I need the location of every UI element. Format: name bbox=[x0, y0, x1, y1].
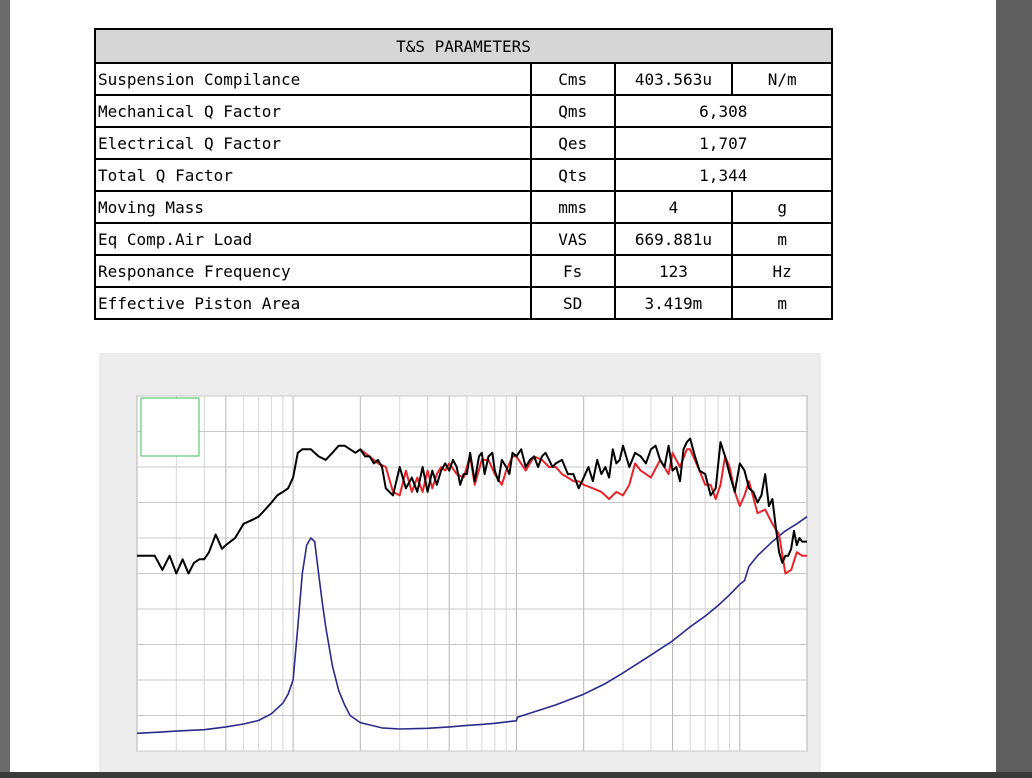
param-value: 3.419m bbox=[613, 286, 734, 320]
table-header-row: T&S PARAMETERS bbox=[94, 28, 833, 64]
param-name: Effective Piston Area bbox=[94, 286, 532, 320]
viewer-background-right bbox=[996, 0, 1032, 778]
param-value: 669.881u bbox=[613, 222, 734, 256]
param-unit: m bbox=[731, 286, 833, 320]
param-name: Mechanical Q Factor bbox=[94, 94, 532, 128]
param-symbol: VAS bbox=[529, 222, 616, 256]
param-value: 1,707 bbox=[613, 126, 834, 160]
param-symbol: Qes bbox=[529, 126, 616, 160]
param-name: Eq Comp.Air Load bbox=[94, 222, 532, 256]
param-value: 123 bbox=[613, 254, 734, 288]
param-name: Moving Mass bbox=[94, 190, 532, 224]
legend-box bbox=[140, 397, 200, 457]
param-unit: Hz bbox=[731, 254, 833, 288]
param-unit: N/m bbox=[731, 62, 833, 96]
table-row: Effective Piston Area SD 3.419m m bbox=[94, 286, 833, 320]
ts-parameters-table: T&S PARAMETERS Suspension Compilance Cms 4… bbox=[94, 28, 834, 320]
table-row: Eq Comp.Air Load VAS 669.881u m bbox=[94, 222, 833, 256]
param-name: Total Q Factor bbox=[94, 158, 532, 192]
param-symbol: mms bbox=[529, 190, 616, 224]
param-symbol: Fs bbox=[529, 254, 616, 288]
series-line-imp bbox=[136, 516, 808, 735]
table-row: Responance Frequency Fs 123 Hz bbox=[94, 254, 833, 288]
table-row: Electrical Q Factor Qes 1,707 bbox=[94, 126, 834, 160]
param-unit: m bbox=[731, 222, 833, 256]
param-value: 4 bbox=[613, 190, 734, 224]
param-value: 1,344 bbox=[613, 158, 834, 192]
param-symbol: Cms bbox=[529, 62, 616, 96]
spl-chart-panel bbox=[99, 353, 821, 772]
param-unit: g bbox=[731, 190, 833, 224]
param-symbol: SD bbox=[529, 286, 616, 320]
document-page: T&S PARAMETERS Suspension Compilance Cms 4… bbox=[10, 0, 996, 778]
series-line-freq bbox=[137, 437, 807, 575]
param-name: Suspension Compilance bbox=[94, 62, 532, 96]
table-row: Mechanical Q Factor Qms 6,308 bbox=[94, 94, 834, 128]
table-row: Total Q Factor Qts 1,344 bbox=[94, 158, 834, 192]
param-value: 6,308 bbox=[613, 94, 834, 128]
param-symbol: Qms bbox=[529, 94, 616, 128]
param-value: 403.563u bbox=[613, 62, 734, 96]
param-name: Electrical Q Factor bbox=[94, 126, 532, 160]
spl-vs-freq-chart bbox=[136, 395, 808, 752]
param-symbol: Qts bbox=[529, 158, 616, 192]
table-title: T&S PARAMETERS bbox=[94, 28, 833, 64]
table-row: Suspension Compilance Cms 403.563u N/m bbox=[94, 62, 833, 96]
viewer-background-left bbox=[0, 0, 10, 778]
viewer-bottom-edge bbox=[0, 772, 1032, 778]
table-row: Moving Mass mms 4 g bbox=[94, 190, 833, 224]
param-name: Responance Frequency bbox=[94, 254, 532, 288]
